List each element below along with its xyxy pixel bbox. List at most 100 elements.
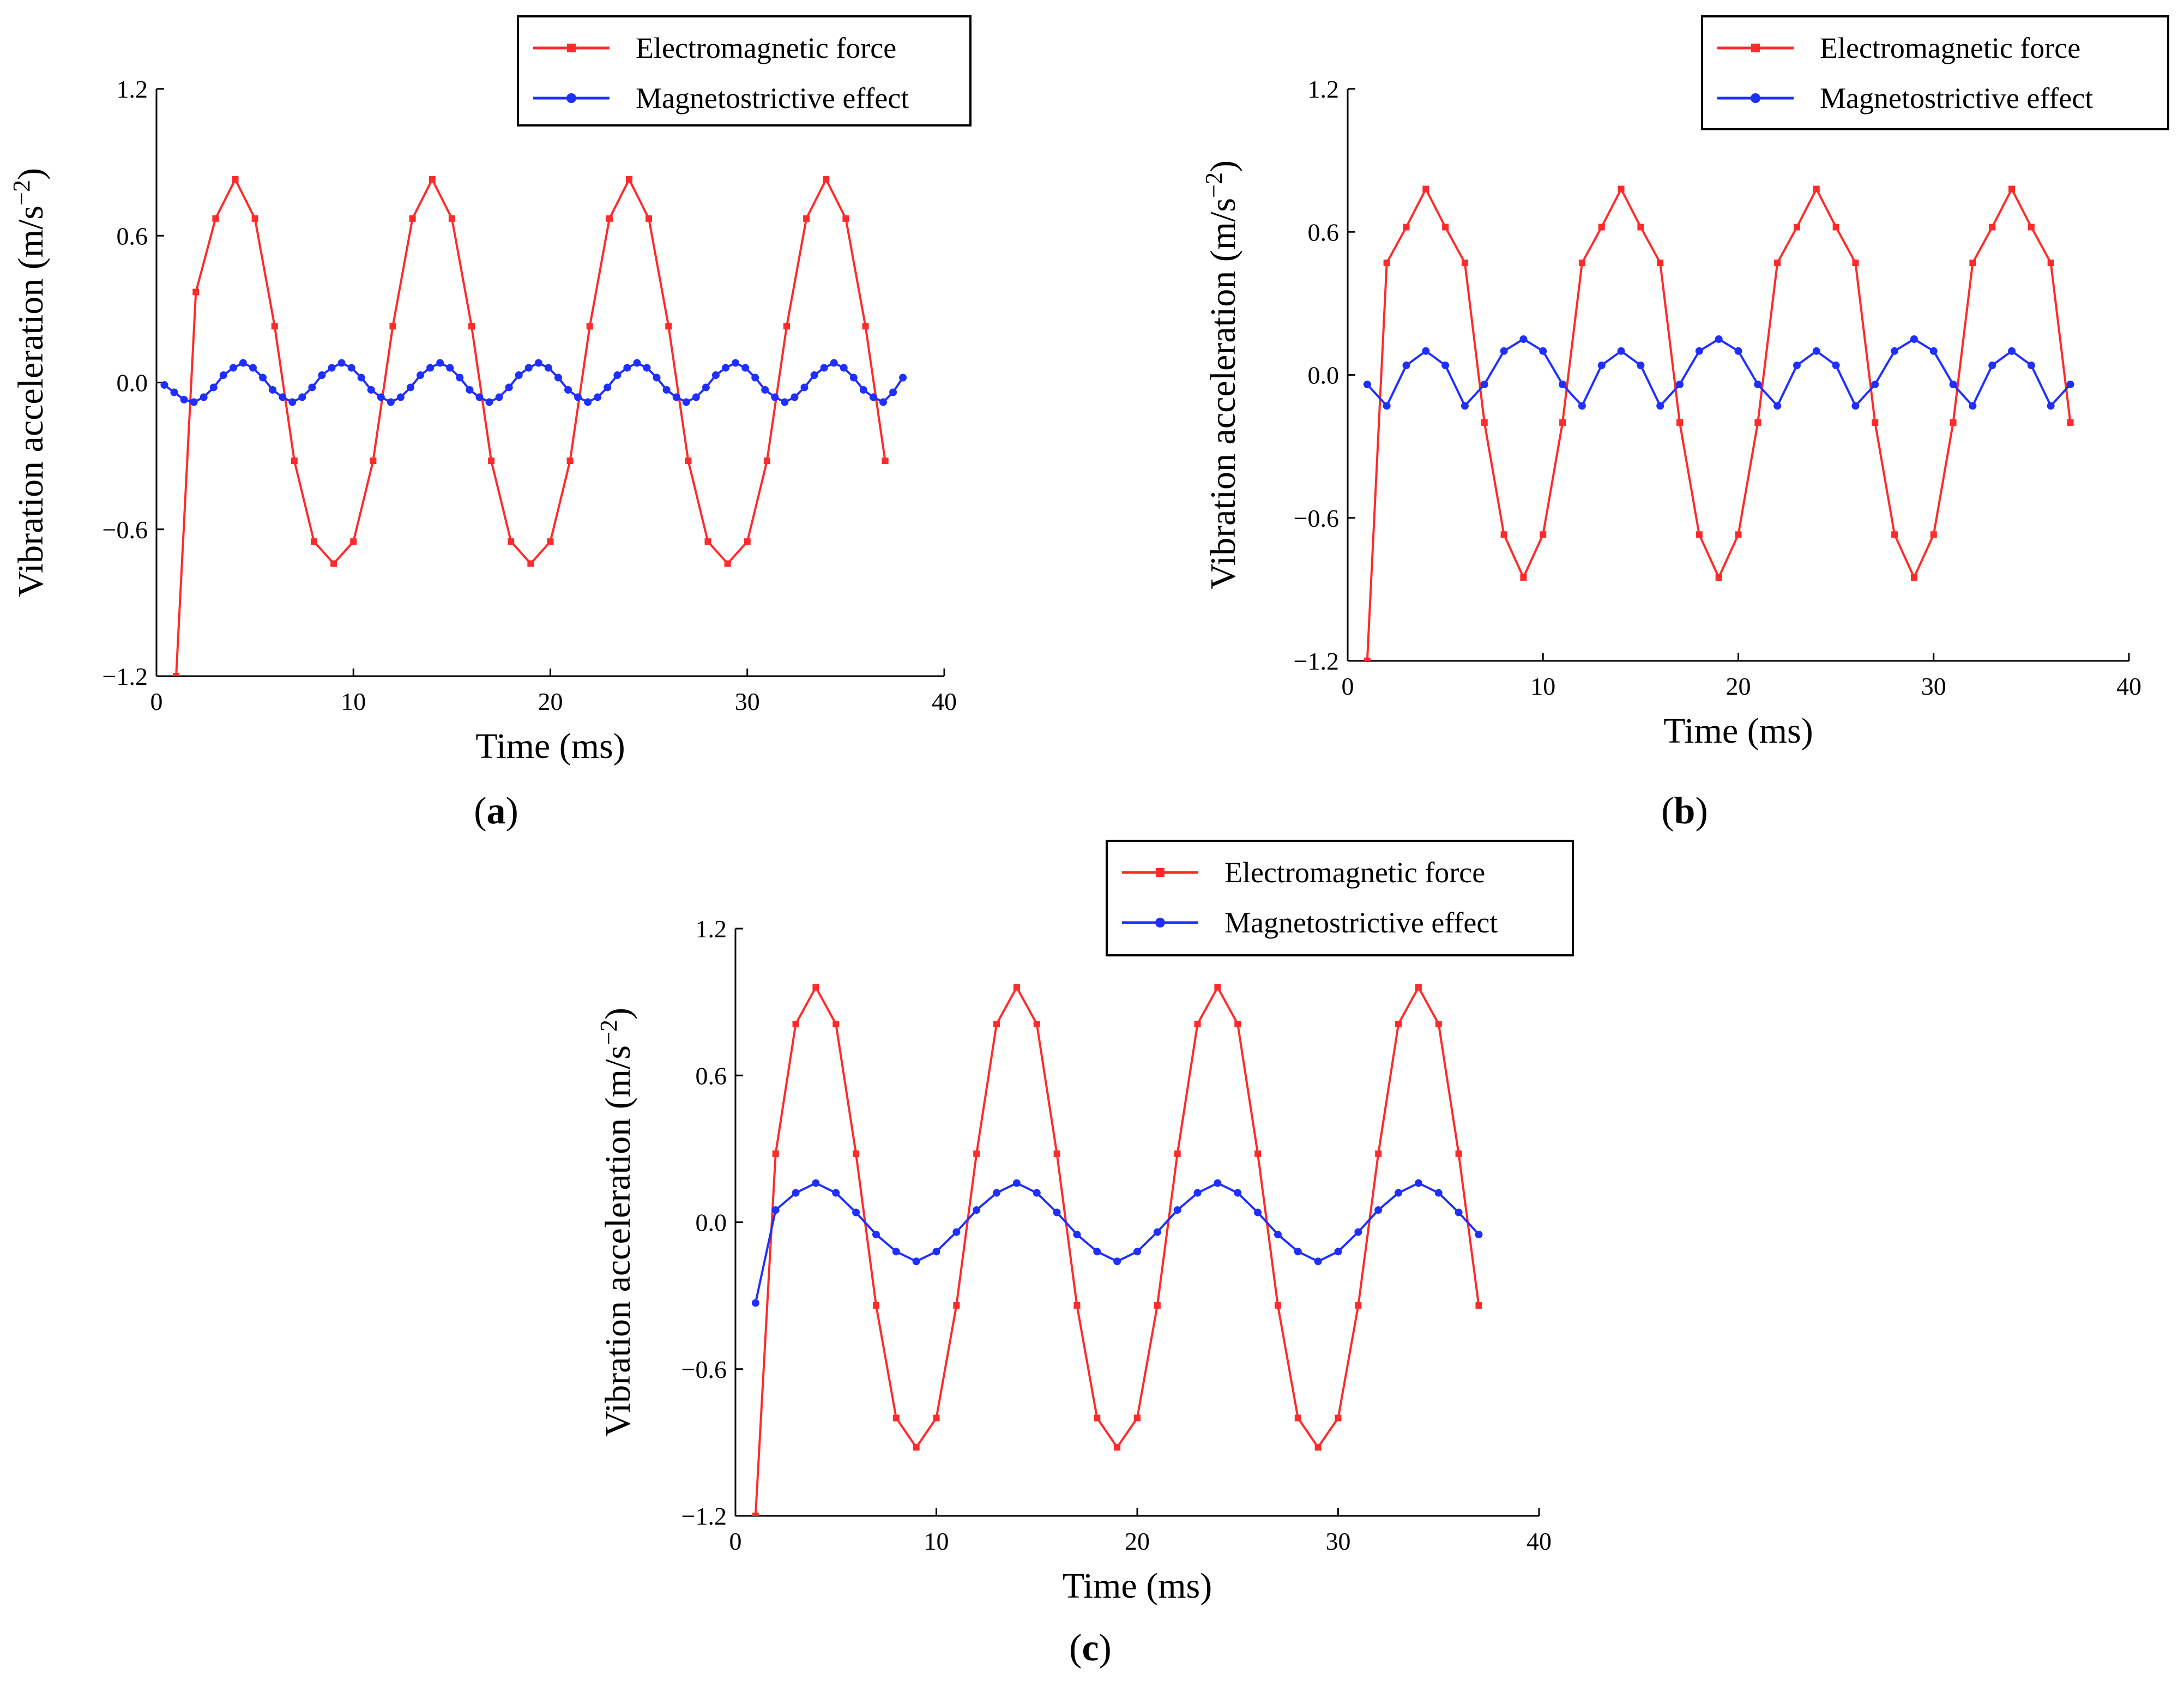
- data-point: [792, 1189, 800, 1197]
- data-point: [330, 560, 337, 567]
- data-point: [604, 383, 612, 392]
- data-point: [772, 1150, 779, 1157]
- series-line: [164, 362, 904, 404]
- data-point: [1314, 1257, 1322, 1266]
- data-point: [626, 176, 632, 183]
- data-point: [1274, 1302, 1281, 1309]
- data-point: [1578, 402, 1586, 410]
- data-point: [1173, 1206, 1181, 1214]
- data-point: [1383, 260, 1390, 267]
- y-axis-title: Vibration acceleration (m/s−2): [8, 168, 51, 597]
- data-point: [1969, 402, 1977, 410]
- x-tick-label: 10: [1530, 672, 1555, 700]
- legend-box: [1106, 840, 1574, 956]
- data-point: [812, 1179, 820, 1187]
- data-point: [763, 457, 770, 465]
- legend: Electromagnetic force Magnetostrictive ef…: [1701, 15, 2169, 130]
- data-point: [466, 386, 474, 394]
- data-point: [1949, 380, 1957, 388]
- data-point: [1832, 362, 1840, 370]
- x-axis-title: Time (ms): [475, 726, 625, 766]
- data-point: [1715, 574, 1722, 581]
- data-point: [1073, 1230, 1081, 1238]
- data-point: [1395, 1021, 1402, 1028]
- data-point: [160, 381, 168, 389]
- data-point: [1073, 1302, 1081, 1309]
- y-tick-label: −1.2: [102, 663, 148, 690]
- data-point: [586, 323, 593, 330]
- data-point: [1500, 531, 1507, 538]
- data-point: [1214, 1179, 1222, 1187]
- data-point: [279, 393, 287, 401]
- series-magnetostrictive-effect: [1363, 335, 2074, 410]
- data-point: [1053, 1208, 1061, 1217]
- data-point: [1335, 1414, 1342, 1422]
- data-point: [732, 359, 740, 367]
- data-point: [426, 364, 435, 372]
- data-point: [1480, 380, 1488, 388]
- data-point: [1637, 224, 1644, 231]
- data-point: [1274, 1230, 1282, 1238]
- x-axis-title: Time (ms): [1663, 711, 1813, 751]
- data-point: [1435, 1021, 1442, 1028]
- legend-label: Magnetostrictive effect: [1820, 82, 2093, 115]
- data-point: [1154, 1302, 1161, 1309]
- panel-caption: (b): [1661, 790, 1708, 832]
- data-point: [2028, 224, 2035, 231]
- data-point: [853, 1150, 860, 1157]
- data-point: [200, 393, 208, 401]
- data-point: [1434, 1189, 1443, 1197]
- data-point: [328, 364, 336, 372]
- series-electromagnetic-force: [173, 176, 889, 676]
- data-point: [524, 364, 533, 372]
- data-point: [180, 395, 188, 404]
- data-point: [973, 1150, 980, 1157]
- x-axis-title: Time (ms): [1063, 1566, 1212, 1606]
- data-point: [832, 1021, 840, 1028]
- data-point: [771, 393, 779, 401]
- x-tick-label: 20: [1125, 1527, 1150, 1555]
- x-tick-label: 0: [150, 688, 163, 715]
- data-point: [446, 364, 454, 372]
- data-point: [1475, 1230, 1483, 1238]
- data-point: [1617, 347, 1625, 355]
- x-tick-label: 10: [924, 1527, 949, 1555]
- data-point: [1355, 1302, 1362, 1309]
- data-point: [1294, 1248, 1302, 1256]
- data-point: [872, 1302, 879, 1309]
- data-point: [1598, 224, 1605, 231]
- data-point: [417, 371, 425, 380]
- data-point: [574, 393, 582, 401]
- data-point: [872, 1230, 880, 1238]
- data-point: [515, 371, 523, 380]
- legend-label: Electromagnetic force: [1224, 856, 1485, 889]
- data-point: [1500, 347, 1508, 355]
- data-point: [357, 374, 365, 382]
- y-axis-title: Vibration acceleration (m/s−2): [595, 1008, 638, 1437]
- data-point: [1929, 347, 1938, 355]
- x-tick-label: 10: [341, 688, 366, 715]
- x-tick-label: 20: [1726, 672, 1751, 700]
- legend-label: Electromagnetic force: [636, 32, 896, 64]
- y-tick-label: 1.2: [1308, 75, 1340, 103]
- data-point: [534, 359, 542, 367]
- data-point: [1950, 419, 1957, 426]
- data-point: [606, 215, 613, 222]
- data-point: [761, 386, 769, 394]
- data-point: [1969, 260, 1976, 267]
- data-point: [1930, 531, 1937, 538]
- data-point: [722, 364, 730, 372]
- data-point: [1094, 1414, 1101, 1422]
- data-point: [682, 398, 690, 406]
- x-tick-label: 20: [538, 688, 563, 715]
- data-point: [1441, 362, 1450, 370]
- data-point: [350, 538, 357, 545]
- data-point: [1520, 574, 1527, 581]
- data-point: [1695, 347, 1703, 355]
- data-point: [692, 393, 700, 401]
- data-point: [1033, 1189, 1041, 1197]
- data-point: [912, 1257, 920, 1266]
- data-point: [1093, 1248, 1101, 1256]
- data-point: [899, 374, 907, 382]
- data-point: [389, 323, 396, 330]
